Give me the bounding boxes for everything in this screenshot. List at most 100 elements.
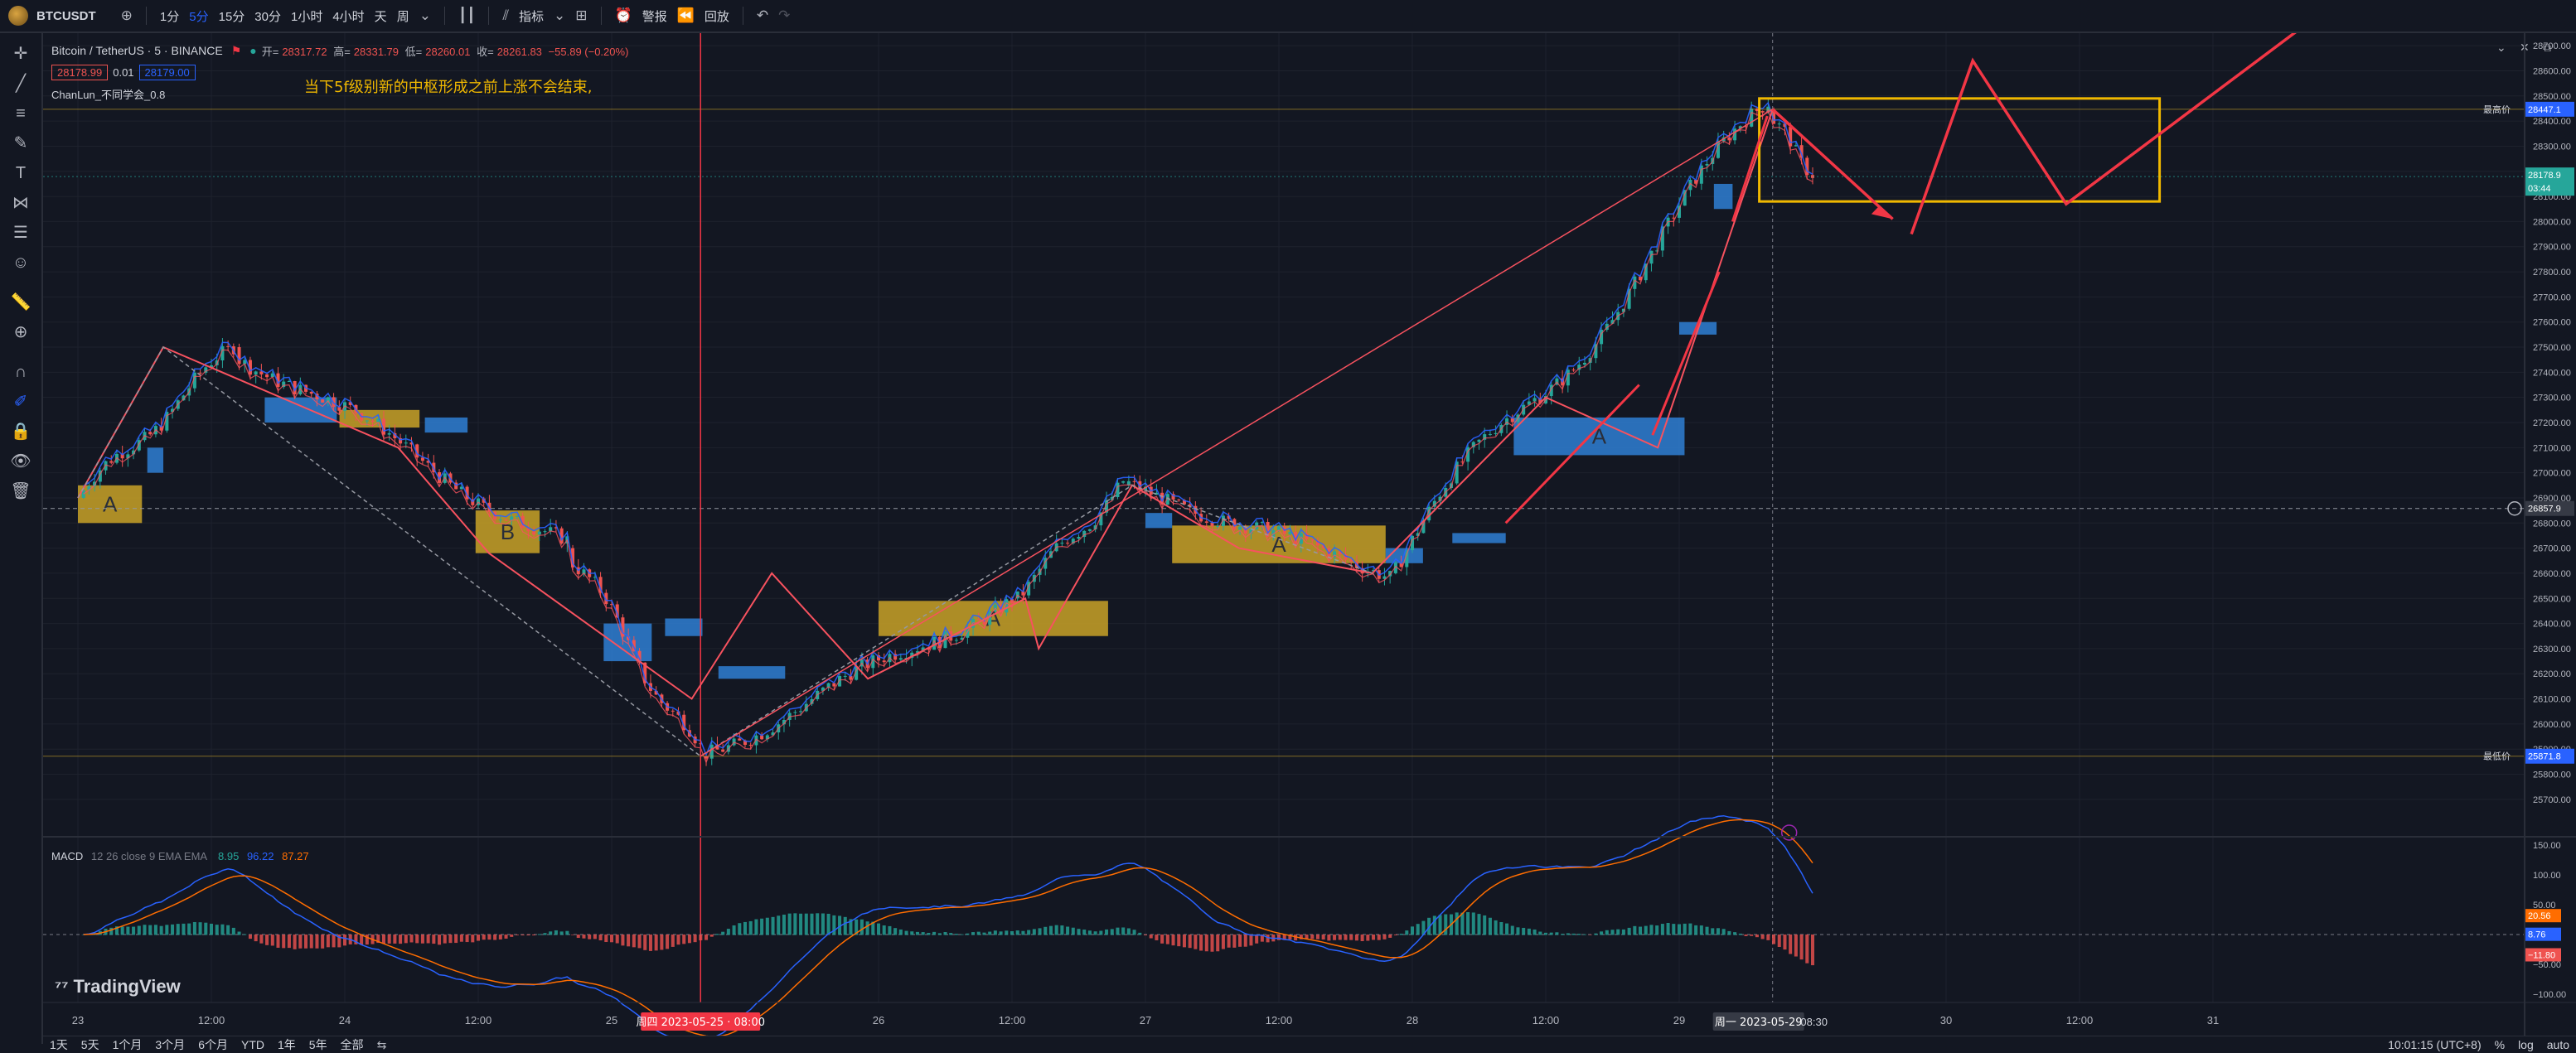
eye-icon[interactable]: 👁 xyxy=(10,452,31,471)
candle-body xyxy=(498,519,502,521)
crosshair-plus-icon[interactable] xyxy=(2507,500,2522,516)
replay-button[interactable]: 回放 xyxy=(704,9,729,24)
interval-4h[interactable]: 4小时 xyxy=(332,9,365,24)
horizontal-lines-icon[interactable]: ≡ xyxy=(16,104,26,123)
flag-icon[interactable]: ⚑ xyxy=(230,43,242,57)
macd-hist-bar xyxy=(888,925,892,935)
range-ytd[interactable]: YTD xyxy=(240,1038,264,1051)
macd-hist-bar xyxy=(432,935,436,944)
pivot-zone xyxy=(475,510,540,553)
candle-body xyxy=(198,372,202,374)
macd-hist-bar xyxy=(910,931,914,935)
emoji-icon[interactable]: ☺ xyxy=(12,254,30,272)
legend-title[interactable]: Bitcoin / TetherUS · 5 · BINANCE xyxy=(51,44,223,57)
trend-line-icon[interactable]: ╱ xyxy=(15,75,27,93)
brush-icon[interactable]: ✎ xyxy=(13,134,28,152)
trash-icon[interactable]: 🗑 xyxy=(10,482,31,500)
range-5y[interactable]: 5年 xyxy=(308,1038,327,1051)
macd-hist-bar xyxy=(1249,935,1253,946)
interval-1d[interactable]: 天 xyxy=(374,9,387,24)
time-tick-label: 12:00 xyxy=(999,1014,1026,1026)
candle-body xyxy=(1221,515,1225,527)
macd-hist-bar xyxy=(576,935,580,939)
macd-hist-bar xyxy=(1021,930,1025,935)
candle-body xyxy=(1121,481,1126,483)
pivot-zone xyxy=(718,666,786,679)
interval-15m[interactable]: 15分 xyxy=(218,9,245,24)
indicator-legend[interactable]: ChanLun_不同学会_0.8 xyxy=(51,88,166,101)
layout-grid-icon[interactable]: ⊞ xyxy=(575,7,588,23)
replay-rewind-icon[interactable]: ⏪ xyxy=(676,7,695,23)
redo-icon[interactable]: ↷ xyxy=(778,7,791,23)
ruler-icon[interactable]: 📏 xyxy=(10,293,31,312)
pivot-zone xyxy=(424,417,468,433)
candle-body xyxy=(615,604,619,618)
log-toggle[interactable]: log xyxy=(2518,1038,2534,1051)
magnet-icon[interactable]: ∩ xyxy=(14,363,27,381)
macd-hist-bar xyxy=(1677,924,1682,935)
symbol-search[interactable]: BTCUSDT xyxy=(36,8,96,23)
interval-1w[interactable]: 周 xyxy=(396,9,409,24)
candle-body xyxy=(988,611,992,625)
macd-hist-bar xyxy=(476,935,481,941)
interval-1m[interactable]: 1分 xyxy=(159,9,180,24)
forecast-zigzag xyxy=(1910,33,2297,235)
text-icon[interactable]: T xyxy=(15,164,27,182)
candle-body xyxy=(1344,554,1348,560)
pencil-lock-icon[interactable]: ✐ xyxy=(13,393,28,411)
candle-body xyxy=(1699,165,1703,184)
macd-hist-bar xyxy=(342,935,347,946)
interval-5m[interactable]: 5分 xyxy=(189,9,209,24)
crosshair-icon[interactable]: ✛ xyxy=(13,45,28,63)
tradingview-logo[interactable]: ⁷⁷ TradingView xyxy=(55,976,181,997)
macd-hist-bar xyxy=(1727,930,1731,935)
clock[interactable]: 10:01:15 (UTC+8) xyxy=(2388,1038,2482,1051)
range-1y[interactable]: 1年 xyxy=(277,1038,296,1051)
macd-hist-bar xyxy=(699,935,703,941)
macd-hist-bar xyxy=(1566,933,1570,935)
alert-button[interactable]: 警报 xyxy=(642,9,667,24)
lock-icon[interactable]: 🔒 xyxy=(10,423,31,441)
macd-title[interactable]: MACD xyxy=(51,850,84,862)
compare-plus-icon[interactable]: ⊕ xyxy=(120,7,133,23)
pattern-icon[interactable]: ⋈ xyxy=(12,194,29,212)
macd-hist-bar xyxy=(593,935,597,939)
price-tick-label: 27400.00 xyxy=(2533,368,2571,378)
countdown-tag-bg xyxy=(2525,181,2574,196)
indicators-icon[interactable]: ⫽ xyxy=(502,7,510,23)
range-1m[interactable]: 1个月 xyxy=(112,1038,143,1051)
auto-toggle[interactable]: auto xyxy=(2546,1038,2569,1051)
macd-hist-bar xyxy=(1171,935,1175,946)
top-toolbar: BTCUSDT ⊕ 1分 5分 15分 30分 1小时 4小时 天 周 ⌄ ┃┃… xyxy=(0,0,2576,33)
chevron-down-icon[interactable]: ⌄ xyxy=(419,7,431,23)
user-avatar[interactable] xyxy=(8,6,28,26)
lightning-icon[interactable] xyxy=(1780,824,1798,841)
candle-body xyxy=(132,450,136,455)
date-range-icon[interactable]: ⇆ xyxy=(376,1037,387,1051)
interval-1h[interactable]: 1小时 xyxy=(290,9,323,24)
maximize-icon[interactable]: ⧉ xyxy=(2543,41,2551,55)
macd-tick-label: 100.00 xyxy=(2533,871,2561,881)
sell-button[interactable]: 28178.99 xyxy=(51,64,109,80)
buy-button[interactable]: 28179.00 xyxy=(138,64,196,80)
range-6m[interactable]: 6个月 xyxy=(198,1038,228,1051)
chevron-down-icon[interactable]: ⌄ xyxy=(554,7,566,23)
range-5d[interactable]: 5天 xyxy=(80,1038,99,1051)
percent-toggle[interactable]: % xyxy=(2494,1038,2506,1051)
range-3m[interactable]: 3个月 xyxy=(155,1038,186,1051)
collapse-icon[interactable]: ⌄ xyxy=(2496,41,2506,55)
candle-type-icon[interactable]: ┃┃ xyxy=(458,7,476,23)
macd-hist-bar xyxy=(1721,929,1726,935)
undo-icon[interactable]: ↶ xyxy=(756,7,769,23)
zoom-icon[interactable]: ⊕ xyxy=(13,323,28,341)
range-1d[interactable]: 1天 xyxy=(50,1038,68,1051)
interval-30m[interactable]: 30分 xyxy=(254,9,281,24)
fib-icon[interactable]: ☰ xyxy=(13,224,28,242)
range-all[interactable]: 全部 xyxy=(340,1038,364,1051)
alarm-clock-icon[interactable]: ⏰ xyxy=(614,7,632,23)
macd-tick-label: 50.00 xyxy=(2533,901,2556,911)
candle-body xyxy=(760,735,764,740)
indicators-button[interactable]: 指标 xyxy=(519,9,545,24)
macd-hist-bar xyxy=(937,933,942,935)
